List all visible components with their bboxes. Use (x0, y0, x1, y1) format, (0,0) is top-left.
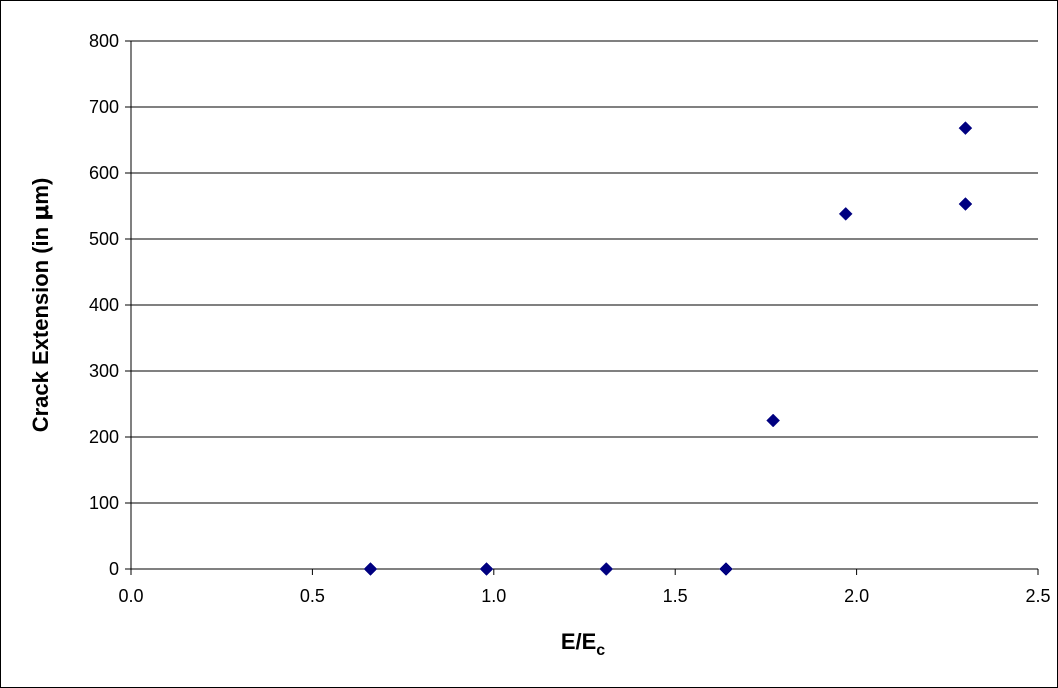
data-points (363, 121, 973, 576)
y-tick-label: 600 (89, 163, 119, 183)
y-axis-title: Crack Extension (in μm) (28, 178, 54, 433)
y-tick-label: 300 (89, 361, 119, 381)
data-point (958, 121, 973, 135)
x-tick-label: 0.0 (118, 586, 143, 606)
axes (125, 40, 1039, 575)
data-point (363, 562, 378, 576)
data-point (599, 562, 614, 576)
y-tick-labels: 0 100 200 300 400 500 600 700 800 (89, 31, 119, 579)
y-tick-label: 0 (109, 559, 119, 579)
x-tick-labels: 0.0 0.5 1.0 1.5 2.0 2.5 (118, 586, 1050, 606)
x-tick-label: 1.0 (481, 586, 506, 606)
x-tick-label: 1.5 (663, 586, 688, 606)
x-tick-label: 0.5 (300, 586, 325, 606)
y-tick-label: 100 (89, 493, 119, 513)
y-tick-label: 700 (89, 97, 119, 117)
y-tick-label: 200 (89, 427, 119, 447)
gridlines (131, 40, 1038, 504)
x-axis-title: E/Ec (561, 629, 605, 659)
data-point (958, 197, 973, 211)
y-tick-label: 800 (89, 31, 119, 51)
data-point (838, 207, 853, 221)
data-point (766, 413, 781, 428)
y-tick-label: 400 (89, 295, 119, 315)
x-tick-label: 2.0 (844, 586, 869, 606)
y-tick-label: 500 (89, 229, 119, 249)
x-tick-label: 2.5 (1025, 586, 1050, 606)
data-point (719, 562, 733, 576)
data-point (479, 562, 494, 576)
